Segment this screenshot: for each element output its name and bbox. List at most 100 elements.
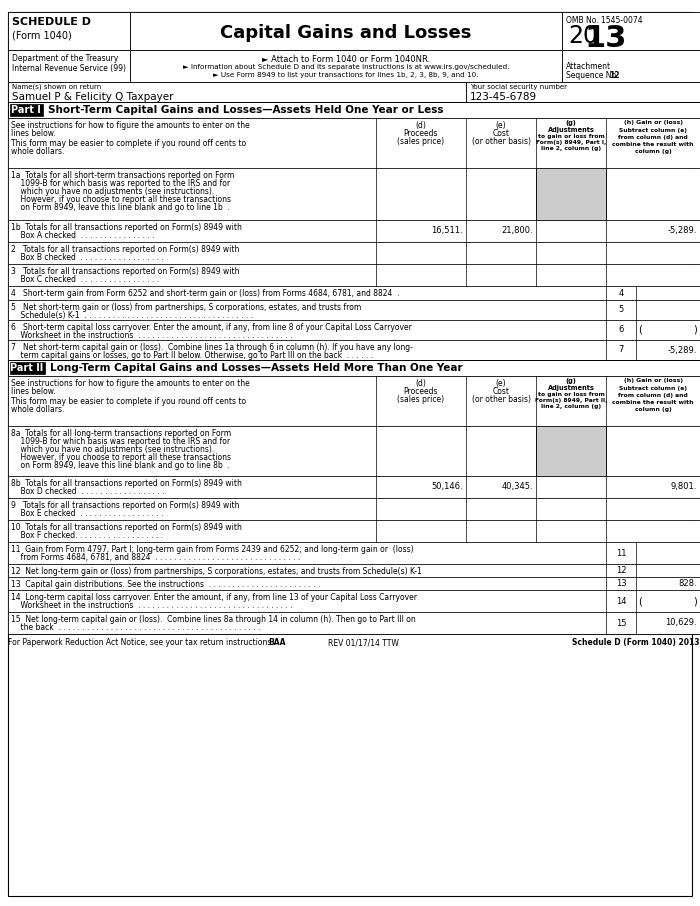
Text: column (g): column (g): [635, 149, 671, 154]
Text: 7: 7: [618, 345, 624, 354]
Text: 6: 6: [618, 325, 624, 334]
Text: the back  . . . . . . . . . . . . . . . . . . . . . . . . . . . . . . . . . . . : the back . . . . . . . . . . . . . . . .…: [11, 623, 260, 632]
Text: See instructions for how to figure the amounts to enter on the: See instructions for how to figure the a…: [11, 379, 250, 388]
Bar: [8, 340, 700, 360]
Bar: [8, 564, 700, 577]
Text: 6   Short-term capital loss carryover. Enter the amount, if any, from line 8 of : 6 Short-term capital loss carryover. Ent…: [11, 323, 412, 332]
Text: combine the result with: combine the result with: [612, 142, 694, 147]
Text: -5,289.: -5,289.: [668, 345, 697, 354]
Text: Cost: Cost: [493, 129, 510, 138]
Bar: [8, 264, 700, 286]
Text: However, if you choose to report all these transactions: However, if you choose to report all the…: [11, 195, 231, 204]
Text: on Form 8949, leave this line blank and go to line 1b  .: on Form 8949, leave this line blank and …: [11, 203, 230, 212]
Text: (g): (g): [566, 120, 576, 126]
Text: 50,146.: 50,146.: [431, 483, 463, 491]
Text: Sequence No.: Sequence No.: [566, 71, 621, 80]
Text: Box A checked  . . . . . . . . . . . . . . . .: Box A checked . . . . . . . . . . . . . …: [11, 231, 155, 240]
Text: Attachment: Attachment: [566, 62, 611, 71]
Text: For Paperwork Reduction Act Notice, see your tax return instructions.: For Paperwork Reduction Act Notice, see …: [8, 638, 274, 647]
Text: (d): (d): [416, 379, 426, 388]
Text: Your social security number: Your social security number: [470, 84, 567, 90]
Text: term capital gains or losses, go to Part II below. Otherwise, go to Part III on : term capital gains or losses, go to Part…: [11, 351, 373, 360]
Bar: [8, 476, 700, 498]
Text: Adjustments: Adjustments: [547, 385, 594, 391]
Text: 21,800.: 21,800.: [501, 226, 533, 236]
Text: 13  Capital gain distributions. See the instructions  . . . . . . . . . . . . . : 13 Capital gain distributions. See the i…: [11, 580, 321, 589]
Text: 14: 14: [616, 596, 626, 605]
Text: (d): (d): [416, 121, 426, 130]
Text: ► Attach to Form 1040 or Form 1040NR.: ► Attach to Form 1040 or Form 1040NR.: [262, 55, 430, 64]
Text: ): ): [693, 596, 697, 606]
Text: 7   Net short-term capital gain or (loss).  Combine lines 1a through 6 in column: 7 Net short-term capital gain or (loss).…: [11, 343, 413, 352]
Text: from column (d) and: from column (d) and: [618, 135, 688, 140]
Text: SCHEDULE D: SCHEDULE D: [12, 17, 91, 27]
Bar: [562, 12, 700, 50]
Text: Worksheet in the instructions  . . . . . . . . . . . . . . . . . . . . . . . . .: Worksheet in the instructions . . . . . …: [11, 331, 293, 340]
Text: Department of the Treasury: Department of the Treasury: [12, 54, 118, 63]
Text: 828.: 828.: [678, 579, 697, 588]
Bar: [8, 286, 700, 300]
Text: 10  Totals for all transactions reported on Form(s) 8949 with: 10 Totals for all transactions reported …: [11, 523, 242, 532]
Text: OMB No. 1545-0074: OMB No. 1545-0074: [566, 16, 643, 25]
Text: which you have no adjustments (see instructions).: which you have no adjustments (see instr…: [11, 187, 214, 196]
Text: Schedule D (Form 1040) 2013: Schedule D (Form 1040) 2013: [573, 638, 700, 647]
Bar: [8, 577, 700, 590]
Text: line 2, column (g): line 2, column (g): [541, 404, 601, 409]
Text: However, if you choose to report all these transactions: However, if you choose to report all the…: [11, 453, 231, 462]
Bar: [8, 300, 700, 320]
Bar: [8, 542, 700, 564]
Bar: [10, 104, 43, 116]
Bar: [130, 50, 562, 82]
Text: (e): (e): [496, 121, 506, 130]
Text: 3   Totals for all transactions reported on Form(s) 8949 with: 3 Totals for all transactions reported o…: [11, 267, 239, 276]
Text: Box E checked  . . . . . . . . . . . . . . . . . .: Box E checked . . . . . . . . . . . . . …: [11, 509, 163, 518]
Text: ): ): [693, 325, 697, 335]
Text: 12: 12: [616, 566, 626, 575]
Text: (or other basis): (or other basis): [472, 137, 531, 146]
Bar: [8, 12, 130, 50]
Text: Box F checked. . . . . . . . . . . . . . . . . . .: Box F checked. . . . . . . . . . . . . .…: [11, 531, 163, 540]
Text: 2   Totals for all transactions reported on Form(s) 8949 with: 2 Totals for all transactions reported o…: [11, 245, 239, 254]
Bar: [8, 220, 700, 242]
Bar: [8, 376, 700, 426]
Text: ► Use Form 8949 to list your transactions for lines 1b, 2, 3, 8b, 9, and 10.: ► Use Form 8949 to list your transaction…: [214, 72, 479, 78]
Text: 14  Long-term capital loss carryover. Enter the amount, if any, from line 13 of : 14 Long-term capital loss carryover. Ent…: [11, 593, 417, 602]
Text: 12: 12: [609, 71, 620, 80]
Text: 15: 15: [616, 619, 626, 628]
Text: (e): (e): [496, 379, 506, 388]
Text: Box D checked  . . . . . . . . . . . . . . . . . .: Box D checked . . . . . . . . . . . . . …: [11, 487, 164, 496]
Text: Internal Revenue Service (99): Internal Revenue Service (99): [12, 64, 126, 73]
Text: Subtract column (e): Subtract column (e): [619, 386, 687, 391]
Text: 10,629.: 10,629.: [666, 619, 697, 628]
Text: 8a  Totals for all long-term transactions reported on Form: 8a Totals for all long-term transactions…: [11, 429, 231, 438]
Text: which you have no adjustments (see instructions).: which you have no adjustments (see instr…: [11, 445, 214, 454]
Text: 11: 11: [616, 548, 626, 557]
Bar: [8, 520, 700, 542]
Text: 1a  Totals for all short-term transactions reported on Form: 1a Totals for all short-term transaction…: [11, 171, 234, 180]
Bar: [8, 118, 700, 168]
Text: This form may be easier to complete if you round off cents to: This form may be easier to complete if y…: [11, 397, 246, 406]
Text: to gain or loss from: to gain or loss from: [538, 392, 604, 397]
Text: on Form 8949, leave this line blank and go to line 8b  .: on Form 8949, leave this line blank and …: [11, 461, 230, 470]
Text: 5   Net short-term gain or (loss) from partnerships, S corporations, estates, an: 5 Net short-term gain or (loss) from par…: [11, 303, 361, 312]
Text: (h) Gain or (loss): (h) Gain or (loss): [624, 378, 682, 383]
Bar: [562, 50, 700, 82]
Text: Capital Gains and Losses: Capital Gains and Losses: [220, 24, 472, 42]
Bar: [8, 102, 700, 118]
Text: 1b  Totals for all transactions reported on Form(s) 8949 with: 1b Totals for all transactions reported …: [11, 223, 242, 232]
Text: whole dollars.: whole dollars.: [11, 147, 64, 156]
Text: Part I: Part I: [11, 105, 41, 115]
Text: combine the result with: combine the result with: [612, 400, 694, 405]
Text: 20: 20: [568, 24, 598, 48]
Text: 1099-B for which basis was reported to the IRS and for: 1099-B for which basis was reported to t…: [11, 179, 230, 188]
Text: from column (d) and: from column (d) and: [618, 393, 688, 398]
Bar: [8, 320, 700, 340]
Text: Form(s) 8949, Part II,: Form(s) 8949, Part II,: [535, 398, 608, 403]
Bar: [8, 82, 466, 102]
Text: whole dollars.: whole dollars.: [11, 405, 64, 414]
Text: (: (: [638, 325, 642, 335]
Text: 1099-B for which basis was reported to the IRS and for: 1099-B for which basis was reported to t…: [11, 437, 230, 446]
Text: (sales price): (sales price): [398, 395, 444, 404]
Text: (g): (g): [566, 378, 576, 384]
Bar: [8, 498, 700, 520]
